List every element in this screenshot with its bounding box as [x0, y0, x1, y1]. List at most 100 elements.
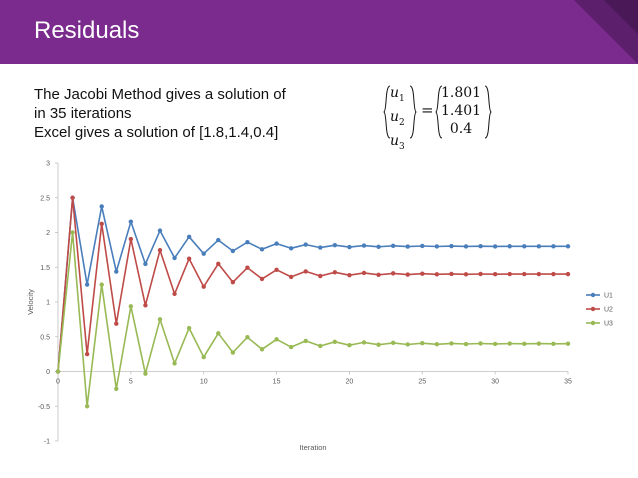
var-u3-letter: u [390, 132, 400, 149]
data-point-u1 [478, 243, 483, 249]
right-brace-values [484, 85, 492, 139]
data-point-u3 [347, 343, 352, 348]
data-point-u1 [99, 204, 104, 209]
var-u2-letter: u [390, 108, 400, 125]
data-point-u2 [201, 284, 206, 289]
y-tick-label: 1 [46, 300, 50, 307]
legend-marker-u3 [590, 320, 596, 326]
data-point-u2 [84, 351, 90, 357]
x-axis-title: Iteration [299, 443, 326, 452]
data-point-u1 [405, 244, 410, 249]
data-point-u3 [274, 337, 279, 342]
data-point-u3 [507, 341, 512, 346]
data-point-u3 [128, 304, 134, 309]
data-point-u2 [230, 279, 236, 285]
chart-legend: U1 U2 U3 [586, 293, 613, 328]
data-point-u3 [172, 361, 177, 366]
x-tick-label: 20 [346, 379, 354, 386]
data-point-u2 [318, 273, 323, 279]
x-tick-label: 10 [200, 379, 208, 386]
data-point-u1 [114, 269, 119, 274]
data-point-u3 [551, 341, 556, 346]
data-point-u1 [303, 242, 308, 247]
text-line-2: in 35 iterations [34, 105, 132, 122]
data-point-u3 [84, 404, 90, 409]
data-point-u1 [565, 244, 571, 249]
data-point-u2 [347, 272, 352, 278]
data-point-u3 [478, 341, 483, 346]
y-tick-label: 0.5 [40, 334, 50, 341]
data-point-u1 [463, 244, 469, 249]
x-tick-label: 15 [273, 379, 281, 386]
data-point-u3 [390, 340, 396, 346]
x-tick-label: 5 [129, 379, 133, 386]
data-point-u3 [114, 386, 119, 392]
var-u1-sub: 1 [399, 93, 405, 104]
data-point-u2 [245, 265, 250, 270]
data-point-u3 [303, 338, 308, 344]
x-tick-label: 35 [564, 379, 572, 386]
slide-title: Residuals [34, 17, 140, 44]
data-point-u1 [376, 244, 381, 250]
data-point-u1 [420, 243, 425, 249]
data-point-u3 [143, 371, 148, 376]
var-u2-sub: 2 [399, 117, 405, 128]
legend-label-u1: U1 [604, 293, 613, 300]
data-point-u3 [157, 317, 163, 322]
y-tick-label: 2.5 [40, 195, 50, 202]
data-point-u3 [70, 230, 75, 235]
legend-label-u3: U3 [604, 321, 613, 328]
data-point-u1 [318, 245, 323, 250]
chart-series [55, 195, 571, 409]
text-line-3: Excel gives a solution of [1.8,1.4,0.4] [34, 124, 279, 141]
data-point-u3 [522, 341, 527, 347]
data-point-u1 [157, 228, 163, 233]
text-line-1: The Jacobi Method gives a solution of [34, 86, 286, 103]
value-u3: 0.4 [449, 121, 473, 137]
data-point-u1 [332, 243, 338, 248]
var-u1: u1 [390, 84, 405, 108]
data-point-u1 [201, 251, 206, 256]
legend-marker-u1 [590, 292, 596, 298]
value-u2: 1.401 [441, 103, 482, 119]
data-point-u3 [186, 325, 192, 331]
data-point-u2 [522, 271, 527, 277]
y-axis-title: Velocity [26, 289, 35, 315]
data-point-u3 [492, 341, 498, 347]
y-tick-label: 2 [46, 230, 50, 237]
data-point-u1 [390, 243, 396, 249]
data-point-u3 [55, 369, 61, 374]
series-line-u1 [57, 196, 568, 372]
data-point-u3 [405, 342, 410, 347]
data-point-u1 [274, 241, 279, 246]
data-point-u3 [332, 339, 338, 345]
x-tick-label: 30 [491, 379, 499, 386]
data-point-u1 [259, 247, 265, 252]
data-point-u1 [230, 248, 236, 254]
data-point-u2 [478, 271, 483, 277]
vector-variables: u1 u2 u3 [390, 84, 405, 155]
data-point-u2 [114, 321, 119, 326]
velocity-chart: -1-0.500.511.522.530 5 10 15 20 25 30 35Iterati… [26, 161, 613, 453]
legend-marker-u2 [590, 306, 596, 312]
data-point-u1 [186, 234, 192, 240]
series-line-u3 [57, 231, 569, 408]
legend-label-u2: U2 [604, 307, 613, 314]
x-tick-label: 25 [418, 379, 426, 386]
data-point-u2 [463, 272, 469, 277]
y-tick-label: 0 [46, 369, 50, 376]
data-point-u3 [99, 282, 104, 287]
data-point-u3 [245, 334, 250, 340]
data-point-u2 [332, 270, 338, 275]
data-point-u3 [201, 354, 206, 360]
var-u2: u2 [390, 108, 405, 132]
var-u3-sub: 3 [399, 141, 405, 152]
data-point-u2 [303, 269, 308, 274]
data-point-u2 [157, 247, 163, 253]
data-point-u3 [565, 341, 571, 346]
data-point-u3 [361, 340, 367, 345]
data-point-u1 [551, 244, 556, 249]
left-brace-vars [383, 85, 391, 139]
data-point-u3 [230, 350, 236, 355]
slide-body-text: The Jacobi Method gives a solution of in… [34, 85, 286, 142]
